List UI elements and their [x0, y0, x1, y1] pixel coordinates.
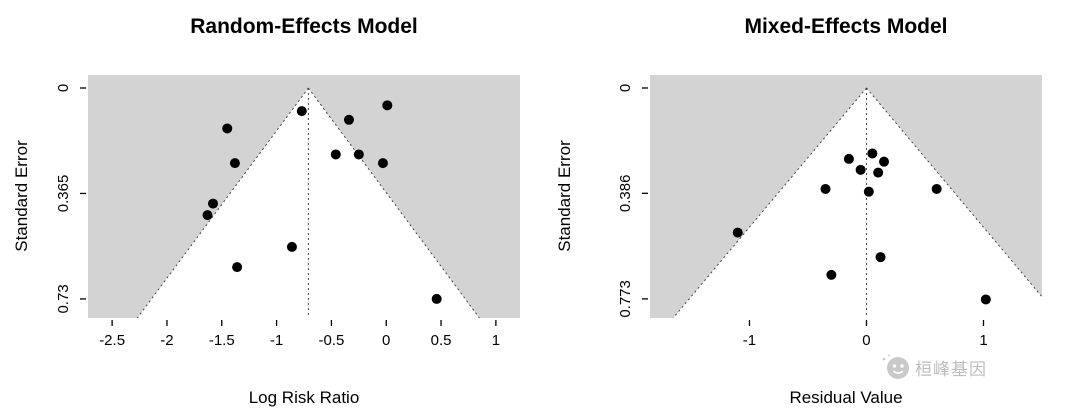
- y-tick-label: 0: [55, 84, 72, 92]
- x-tick-label: -1.5: [209, 332, 235, 349]
- data-point: [202, 210, 213, 221]
- watermark: 桓峰基因: [878, 352, 987, 382]
- y-tick-label: 0.773: [617, 280, 634, 318]
- data-point: [353, 149, 364, 160]
- data-point: [232, 262, 243, 273]
- x-tick-label: 0: [382, 332, 390, 349]
- data-point: [431, 293, 442, 304]
- y-tick-label: 0.73: [55, 284, 72, 313]
- data-point: [732, 227, 743, 238]
- x-axis-label: Residual Value: [789, 388, 902, 407]
- funnel-chart-random-effects: -2.5 -2 -1.5 -1 -0.5 0 0.5 1 0 0.365 0.73 Random-E…: [12, 15, 520, 407]
- x-tick-label: 1: [979, 332, 987, 349]
- data-point: [863, 186, 874, 197]
- data-point: [229, 158, 240, 169]
- chart-title: Mixed-Effects Model: [744, 15, 947, 38]
- data-point: [343, 114, 354, 125]
- watermark-logo-icon: [882, 354, 909, 379]
- data-point: [826, 269, 837, 280]
- funnel-chart-mixed-effects: -1 0 1 0 0.386 0.773 Mixed-Effects Model Stan…: [540, 0, 1080, 419]
- funnel-edge-left: [672, 87, 867, 318]
- funnel-region: [137, 88, 480, 318]
- data-point: [875, 252, 886, 263]
- y-tick-label: 0: [617, 84, 634, 92]
- data-point: [207, 198, 218, 209]
- funnel-plot-mixed-effects: -1 0 1 0 0.386 0.773 Mixed-Effects Model Stan…: [555, 15, 1042, 407]
- x-tick-label: 0.5: [431, 332, 452, 349]
- funnel-edge-right: [866, 87, 1042, 298]
- y-axis-label: Standard Error: [555, 140, 574, 252]
- data-point: [296, 106, 307, 117]
- funnel-region: [673, 87, 1042, 318]
- data-point: [382, 100, 393, 111]
- data-point: [931, 183, 942, 194]
- data-point: [286, 241, 297, 252]
- y-tick-label: 0.365: [55, 175, 72, 213]
- data-point: [873, 167, 884, 178]
- x-tick-label: -2: [160, 332, 173, 349]
- chart-title: Random-Effects Model: [190, 15, 418, 38]
- x-tick-label: -1: [270, 332, 283, 349]
- data-point: [855, 164, 866, 175]
- data-point: [867, 148, 878, 159]
- x-tick-label: -2.5: [99, 332, 125, 349]
- data-point: [980, 294, 991, 305]
- x-tick-label: -1: [743, 332, 756, 349]
- plot-layer: -1 0 1 0 0.386 0.773: [617, 75, 1042, 349]
- funnel-plot-random-effects: -2.5 -2 -1.5 -1 -0.5 0 0.5 1 0 0.365 0.73 Random-E…: [12, 15, 520, 407]
- data-point: [820, 183, 831, 194]
- data-point: [879, 156, 890, 167]
- data-point: [222, 123, 233, 134]
- y-tick-label: 0.386: [617, 175, 634, 213]
- watermark-text: 桓峰基因: [915, 359, 987, 379]
- data-point: [377, 158, 388, 169]
- x-tick-label: -0.5: [318, 332, 344, 349]
- data-point: [843, 153, 854, 164]
- x-axis-label: Log Risk Ratio: [249, 388, 360, 407]
- x-tick-label: 0: [862, 332, 870, 349]
- y-axis-label: Standard Error: [12, 140, 31, 252]
- plot-layer: -2.5 -2 -1.5 -1 -0.5 0 0.5 1 0 0.365 0.73: [55, 75, 520, 349]
- x-tick-label: 1: [492, 332, 500, 349]
- data-point: [330, 149, 341, 160]
